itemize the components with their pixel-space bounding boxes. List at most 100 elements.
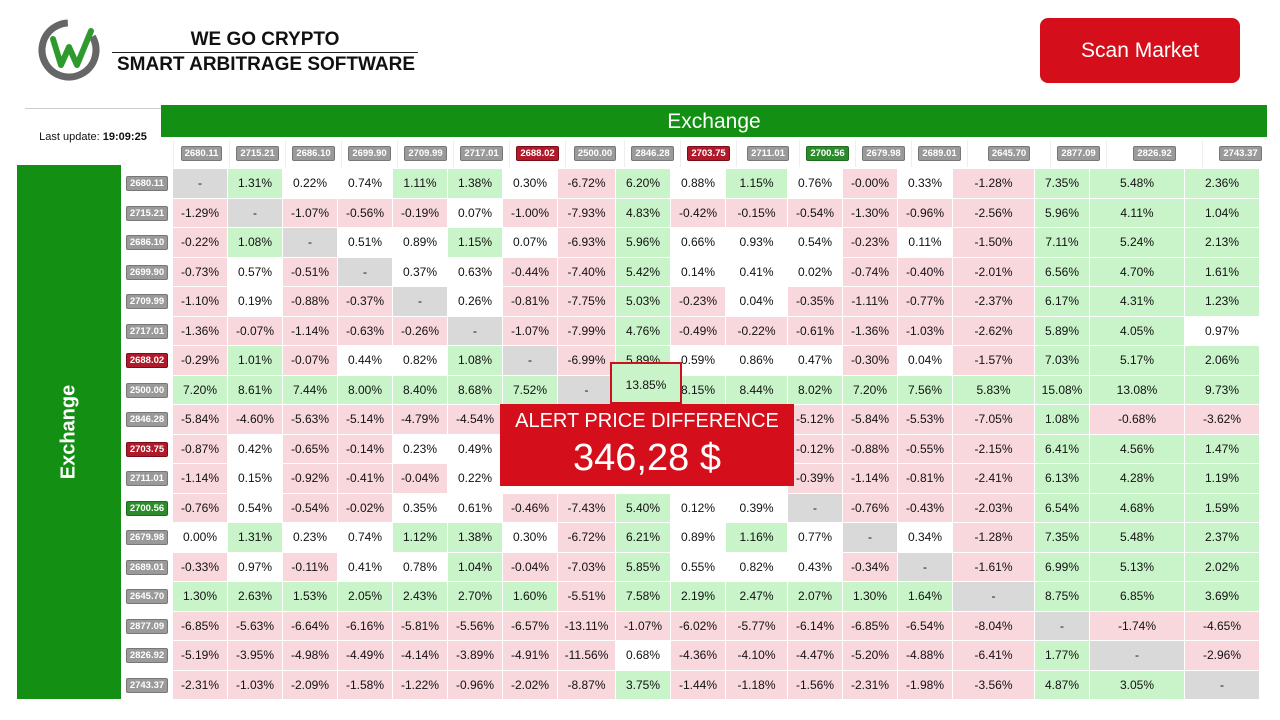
table-cell: 3.75%: [616, 670, 671, 700]
table-cell: -0.11%: [283, 552, 338, 582]
table-cell: -0.30%: [843, 346, 898, 376]
table-cell: 4.28%: [1090, 464, 1185, 494]
table-cell: -2.15%: [953, 434, 1035, 464]
column-header: 2686.10: [285, 140, 341, 167]
table-cell: 0.43%: [788, 552, 843, 582]
table-cell: -6.85%: [843, 611, 898, 641]
table-row: -1.29% - -1.07% -0.56% -0.19% 0.07% -1.00% -7.9…: [173, 198, 1260, 228]
table-cell: -2.96%: [1185, 641, 1260, 671]
table-cell: -1.50%: [953, 228, 1035, 258]
column-price-badge: 2715.21: [236, 146, 279, 161]
table-cell: -1.00%: [503, 198, 558, 228]
column-price-badge: 2703.75: [687, 146, 730, 161]
table-cell: 4.56%: [1090, 434, 1185, 464]
table-cell: 4.76%: [616, 316, 671, 346]
table-cell: -7.40%: [558, 257, 616, 287]
table-cell: 6.85%: [1090, 582, 1185, 612]
table-cell: -0.73%: [173, 257, 228, 287]
table-cell: 0.97%: [228, 552, 283, 582]
column-price-badge: 2500.00: [573, 146, 617, 161]
table-cell: 8.40%: [393, 375, 448, 405]
column-price-badge: 2846.28: [631, 146, 674, 161]
table-cell: 1.12%: [393, 523, 448, 553]
table-cell: 0.77%: [788, 523, 843, 553]
table-cell: -0.61%: [788, 316, 843, 346]
table-cell: -0.63%: [338, 316, 393, 346]
table-cell: -5.81%: [393, 611, 448, 641]
table-cell: -7.75%: [558, 287, 616, 317]
table-cell: -0.88%: [283, 287, 338, 317]
alert-price-difference: ALERT PRICE DIFFERENCE 346,28 $: [500, 404, 794, 486]
table-row: -1.36% -0.07% -1.14% -0.63% -0.26% - -1.07% -7.…: [173, 316, 1260, 346]
table-cell: -: [448, 316, 503, 346]
table-cell: 0.12%: [671, 493, 726, 523]
table-cell: 8.00%: [338, 375, 393, 405]
table-cell: -1.74%: [1090, 611, 1185, 641]
scan-market-button[interactable]: Scan Market: [1040, 18, 1240, 83]
table-cell: 2.43%: [393, 582, 448, 612]
table-cell: -0.81%: [898, 464, 953, 494]
table-cell: -0.88%: [843, 434, 898, 464]
table-cell: -5.84%: [173, 405, 228, 435]
arbitrage-matrix: -1.31% 0.22% 0.74% 1.11% 1.38% 0.30% -6.72% 6.2…: [173, 169, 1260, 700]
table-row: -0.22% 1.08% -0.51% 0.89% 1.15% 0.07% -6.93% 5.…: [173, 228, 1260, 258]
table-cell: -: [503, 346, 558, 376]
row-price-badge: 2715.21: [125, 205, 169, 221]
table-cell: 4.87%: [1035, 670, 1090, 700]
table-cell: -0.92%: [283, 464, 338, 494]
table-cell: -0.87%: [173, 434, 228, 464]
table-cell: -: [338, 257, 393, 287]
table-cell: 0.89%: [671, 523, 726, 553]
column-header: 2711.01: [736, 140, 799, 167]
table-cell: 0.41%: [726, 257, 788, 287]
table-cell: 6.56%: [1035, 257, 1090, 287]
row-price-badge: 2826.92: [125, 648, 169, 664]
table-cell: -6.41%: [953, 641, 1035, 671]
table-cell: 2.13%: [1185, 228, 1260, 258]
row-price-badge: 2877.09: [125, 618, 169, 634]
row-price-badge: 2689.01: [125, 559, 169, 575]
table-cell: 6.54%: [1035, 493, 1090, 523]
table-cell: 5.89%: [1035, 316, 1090, 346]
table-cell: 2.63%: [228, 582, 283, 612]
table-cell: 5.42%: [616, 257, 671, 287]
table-cell: 0.04%: [898, 346, 953, 376]
table-cell: -0.39%: [788, 464, 843, 494]
column-header: 2700.56: [799, 140, 855, 167]
table-cell: -1.07%: [503, 316, 558, 346]
table-cell: -: [1090, 641, 1185, 671]
column-price-badge: 2826.92: [1133, 146, 1176, 161]
table-cell: -0.81%: [503, 287, 558, 317]
table-cell: -6.16%: [338, 611, 393, 641]
table-cell: -5.51%: [558, 582, 616, 612]
table-cell: 0.04%: [726, 287, 788, 317]
column-header: 2703.75: [680, 140, 736, 167]
table-cell: 5.17%: [1090, 346, 1185, 376]
table-cell: 6.99%: [1035, 552, 1090, 582]
table-cell: -0.07%: [283, 346, 338, 376]
table-cell: 3.05%: [1090, 670, 1185, 700]
table-cell: -2.62%: [953, 316, 1035, 346]
table-cell: 7.58%: [616, 582, 671, 612]
column-price-badge: 2700.56: [806, 146, 849, 161]
table-cell: -0.35%: [788, 287, 843, 317]
table-cell: -1.10%: [173, 287, 228, 317]
table-cell: 0.74%: [338, 169, 393, 199]
column-header: 2699.90: [341, 140, 397, 167]
table-cell: -0.00%: [843, 169, 898, 199]
column-price-badge: 2743.37: [1219, 146, 1262, 161]
row-price-badge: 2500.00: [125, 382, 169, 398]
table-cell: -1.07%: [283, 198, 338, 228]
table-cell: -0.22%: [726, 316, 788, 346]
table-cell: -: [953, 582, 1035, 612]
table-cell: 0.14%: [671, 257, 726, 287]
row-price-badge: 2686.10: [125, 235, 169, 251]
table-cell: 0.82%: [393, 346, 448, 376]
table-cell: -7.05%: [953, 405, 1035, 435]
table-cell: -0.44%: [503, 257, 558, 287]
table-cell: 1.47%: [1185, 434, 1260, 464]
brand-subtitle: SMART ARBITRAGE SOFTWARE: [116, 54, 415, 75]
table-cell: 0.07%: [448, 198, 503, 228]
table-cell: 0.30%: [503, 169, 558, 199]
table-cell: 0.63%: [448, 257, 503, 287]
